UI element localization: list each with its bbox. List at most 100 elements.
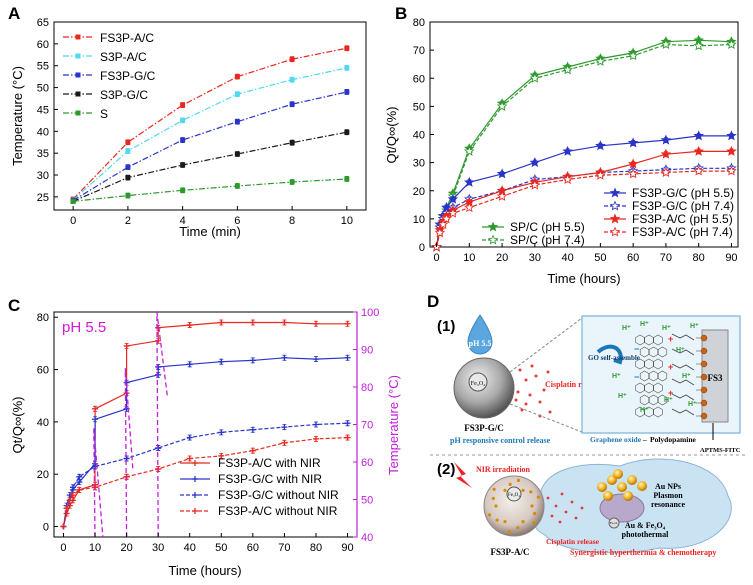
panel-b-legend-label: SP/C (pH 5.5) <box>510 220 585 234</box>
polydopamine-chain-icon <box>671 333 695 416</box>
zoom-line-bottom <box>509 403 583 433</box>
fe3o4-core-label-1: Fe₃O₄ <box>471 381 486 387</box>
panel-a-legend-label: S3P-A/C <box>100 50 147 64</box>
step-2-label: (2) <box>437 461 455 478</box>
panel-a-ytick-label: 40 <box>37 126 49 138</box>
au-surface-dot <box>529 490 533 494</box>
panel-c-ylabel-text: Qt/Q∞(%) <box>10 397 25 454</box>
panel-b-data-point <box>562 64 573 75</box>
polydopamine-segment <box>671 363 695 371</box>
panel-a-data-point <box>289 179 295 185</box>
polydopamine-segment <box>671 378 695 386</box>
ph-drop-text: pH 5.5 <box>469 339 492 348</box>
proton-marker: H⁺ <box>612 373 621 380</box>
panel-b-data-point <box>529 72 541 83</box>
proton-marker: H⁺ <box>676 347 685 354</box>
panel-c-label: C <box>8 296 20 315</box>
panel-a-xtick-label: 10 <box>341 215 353 227</box>
panel-a-data-point <box>344 45 350 51</box>
aptms-fitc-ball <box>700 347 708 355</box>
panel-b-ytick-label: 80 <box>413 17 425 29</box>
panel-c-xlabel: Time (hours) <box>168 563 241 578</box>
panel-b-xtick-label: 40 <box>561 252 573 264</box>
panel-b-legend-label: FS3P-A/C (pH 5.5) <box>632 212 733 226</box>
graphene-hexagon <box>644 358 654 370</box>
fe3o4-core-label-3: Fe₃O₄ <box>610 521 619 525</box>
panel-a-xlabel: Time (min) <box>179 224 241 239</box>
fe3o4-small-icon <box>608 517 620 529</box>
positive-charge: + <box>668 362 673 372</box>
panel-c-data-point <box>186 361 193 368</box>
panel-c-legend-marker <box>192 492 198 498</box>
graphene-hexagon <box>644 334 654 346</box>
panel-c-data-point <box>249 426 256 433</box>
proton-marker: H⁺ <box>618 393 627 400</box>
panel-a-xtick-label: 0 <box>70 215 76 227</box>
polydopamine-segment <box>671 348 695 356</box>
panel-c-data-point <box>76 486 83 493</box>
panel-c-data-point <box>69 484 76 491</box>
cisplatin-dot <box>546 370 550 374</box>
positive-charge: + <box>668 388 673 398</box>
cisplatin-dot <box>558 520 562 524</box>
graphene-hexagon <box>648 346 659 358</box>
proton-marker: H⁺ <box>664 397 673 404</box>
panel-c-legend-label: FS3P-A/C with NIR <box>218 456 321 470</box>
panel-c-data-point <box>218 358 225 365</box>
panel-c-xtick-label: 90 <box>341 542 353 554</box>
panel-a-legend-marker <box>75 34 81 40</box>
panel-c-data-point <box>312 435 319 442</box>
panel-c-ytick-label: 60 <box>37 365 49 377</box>
panel-c-data-point <box>155 363 162 370</box>
step-1-label: (1) <box>437 318 455 335</box>
cisplatin-dot <box>538 400 542 404</box>
panel-c-data-point <box>63 505 70 512</box>
panel-c-temperature-spike <box>93 428 104 538</box>
graphene-hexagon <box>648 370 659 382</box>
panel-b-data-point <box>660 38 672 49</box>
au-nanoparticle <box>637 481 647 491</box>
proton-markers: H⁺H⁺H⁺ H⁺H⁺H⁺H⁺H⁺H⁺H⁺H⁺+++−− <box>612 321 699 414</box>
panel-a-data-point <box>180 117 186 123</box>
panel-b-legend-label: SP/C (pH 7.4) <box>510 233 585 247</box>
panel-c-data-point <box>186 322 193 329</box>
cisplatin-release-2: Cisplatin release <box>546 537 600 546</box>
panel-b-data-point <box>595 140 606 151</box>
graphene-hexagon <box>639 370 650 382</box>
panel-c-data-point <box>218 452 225 459</box>
graphene-hexagon <box>648 394 659 406</box>
graphene-hexagon <box>635 358 645 370</box>
panel-c-legend-label: FS3P-A/C without NIR <box>218 504 338 518</box>
panel-c-ytick-label: 80 <box>37 312 49 324</box>
panel-c-ytick-right-label: 60 <box>361 457 373 469</box>
panel-a-data-point <box>125 175 131 181</box>
panel-c-data-point <box>344 434 351 441</box>
panel-a-ylabel: Temperature (°C) <box>10 66 25 166</box>
panel-a-legend-marker <box>75 110 81 116</box>
panel-a-ytick-label: 30 <box>37 170 49 182</box>
graphene-sheet-icon <box>635 334 668 418</box>
au-nanoparticle <box>597 482 607 492</box>
panel-c-ylabel: Qt/Q∞(%) <box>10 397 25 454</box>
panel-b-data-point <box>463 202 475 213</box>
self-assemble-arrow-icon <box>596 344 623 365</box>
panel-a-data-point <box>234 119 240 125</box>
panel-a-data-point <box>289 56 295 62</box>
panel-a-ytick-label: 45 <box>37 104 49 116</box>
aptms-fitc-ball <box>700 334 708 342</box>
panel-a-frame <box>53 21 367 211</box>
aptms-fitc-ball <box>700 360 708 368</box>
panel-b-xtick-label: 30 <box>529 252 541 264</box>
fe3o4-core-label-2: Fe₃O₄ <box>508 493 520 498</box>
panel-b-data-point <box>441 213 452 224</box>
graphene-hexagon <box>653 358 663 370</box>
panel-b-ytick-label: 50 <box>413 101 425 113</box>
panel-a-legend-label: S <box>100 107 108 121</box>
aptms-fitc-ball <box>700 373 708 381</box>
plasmon-label: Plasmon <box>653 491 683 500</box>
cisplatin-dot <box>554 504 558 508</box>
panel-b-xtick-label: 50 <box>594 252 606 264</box>
panel-a-data-point <box>289 140 295 146</box>
panel-a-data-point <box>70 198 76 204</box>
panel-c-data-point <box>92 416 99 423</box>
